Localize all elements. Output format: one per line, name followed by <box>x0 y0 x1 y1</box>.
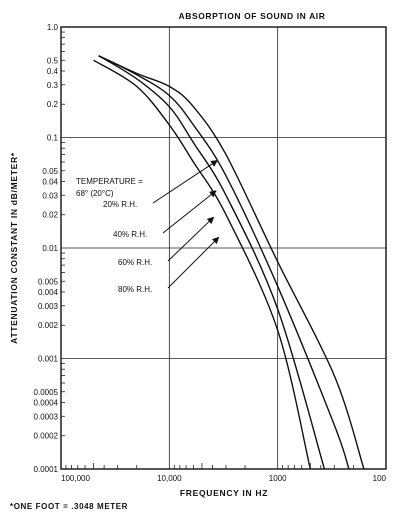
series-line <box>93 59 311 470</box>
y-tick-label: 0.0002 <box>34 432 59 441</box>
annotation-line: TEMPERATURE = <box>76 177 143 186</box>
label-arrows <box>152 160 220 289</box>
y-tick-label: 0.02 <box>42 211 58 220</box>
minor-ticks <box>61 31 354 469</box>
plot-frame <box>60 26 387 470</box>
y-tick-label: 0.05 <box>42 167 58 176</box>
y-axis-title: ATTENUATION CONSTANT IN dB/METER* <box>9 152 19 344</box>
y-tick-labels: 1.0 0.5 0.4 0.3 0.2 0.1 0.050.04 0.03 0.02 0.01 0.… <box>34 23 59 474</box>
y-tick-label: 1.0 <box>47 23 59 32</box>
y-tick-label: 0.01 <box>42 244 58 253</box>
x-axis-title: FREQUENCY IN HZ <box>180 488 268 498</box>
y-tick-label: 0.5 <box>47 56 59 65</box>
label-arrow <box>152 160 218 204</box>
y-tick-label: 0.2 <box>47 100 59 109</box>
label-arrow <box>167 236 220 289</box>
series-lines <box>93 55 365 470</box>
series-line <box>98 55 326 470</box>
y-tick-label: 0.04 <box>42 177 58 186</box>
y-tick-label: 0.03 <box>42 191 58 200</box>
grid <box>61 27 386 469</box>
temperature-annotation: TEMPERATURE = 68° (20°C) <box>76 177 143 198</box>
annotation-line: 68° (20°C) <box>76 189 114 198</box>
y-tick-label: 0.0003 <box>34 412 59 421</box>
series-line <box>98 55 350 470</box>
label-arrow <box>162 190 217 234</box>
x-tick-label: 100,000 <box>61 474 90 483</box>
label-arrow <box>167 216 215 262</box>
y-tick-label: 0.0004 <box>34 398 59 407</box>
y-tick-label: 0.002 <box>38 321 59 330</box>
footnote: *ONE FOOT = .3048 METER <box>10 502 128 511</box>
x-tick-labels: 100,000 10,000 1000 100 <box>61 474 387 483</box>
y-tick-label: 0.0001 <box>34 465 59 474</box>
y-tick-label: 0.0005 <box>34 388 59 397</box>
y-tick-label: 0.005 <box>38 277 59 286</box>
y-tick-label: 0.003 <box>38 302 59 311</box>
x-tick-label: 1000 <box>269 474 287 483</box>
series-line <box>98 55 365 470</box>
y-tick-label: 0.4 <box>47 67 59 76</box>
x-tick-label: 10,000 <box>157 474 182 483</box>
series-label: 40% R.H. <box>113 230 147 239</box>
y-tick-label: 0.1 <box>47 134 59 143</box>
series-label: 80% R.H. <box>118 285 152 294</box>
series-label: 60% R.H. <box>118 258 152 267</box>
series-label: 20% R.H. <box>103 200 137 209</box>
x-tick-label: 100 <box>373 474 387 483</box>
chart-title: ABSORPTION OF SOUND IN AIR <box>178 11 325 21</box>
y-tick-label: 0.3 <box>47 81 59 90</box>
series-labels: 20% R.H. 40% R.H. 60% R.H. 80% R.H. <box>103 200 152 294</box>
y-tick-label: 0.004 <box>38 288 59 297</box>
y-tick-label: 0.001 <box>38 355 59 364</box>
